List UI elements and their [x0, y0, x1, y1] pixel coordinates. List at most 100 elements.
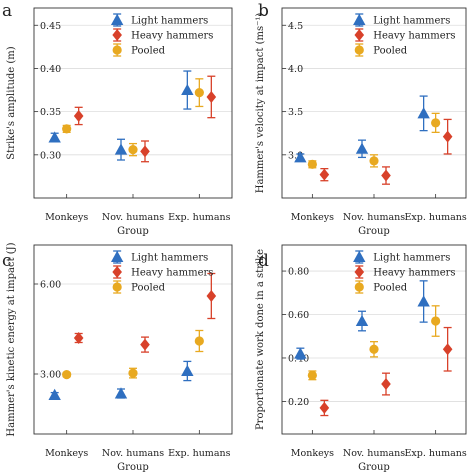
data-point: [369, 156, 379, 166]
y-axis-label: Proportionate work done in a strike: [255, 249, 266, 430]
legend-label: Heavy hammers: [131, 268, 213, 279]
data-point: [194, 88, 204, 98]
x-axis-label: Group: [117, 226, 149, 237]
x-tick-label: Monkeys: [45, 212, 88, 223]
panel-c: 3.00 6.00 Monkeys Nov. humans Exp. humans Gro…: [2, 242, 233, 473]
data-point: [307, 159, 317, 169]
y-tick-label: 4.0: [288, 64, 303, 75]
legend-label: Pooled: [373, 283, 407, 294]
data-point: [442, 343, 453, 356]
series-light: [48, 70, 194, 161]
data-point: [431, 118, 441, 128]
y-tick-label: 0.60: [288, 310, 309, 321]
data-point: [181, 364, 194, 376]
data-point: [48, 388, 61, 400]
x-axis-label: Group: [358, 226, 390, 237]
data-point: [355, 142, 369, 154]
panel-letter: d: [258, 251, 269, 271]
data-point: [355, 314, 369, 326]
x-tick-label: Monkeys: [291, 448, 334, 459]
data-point: [417, 107, 430, 119]
legend-label: Light hammers: [373, 16, 450, 27]
series-pooled: [307, 305, 441, 381]
legend-marker: [354, 282, 364, 292]
legend-marker: [112, 45, 122, 55]
y-tick-label: 6.00: [40, 280, 61, 291]
x-axis-label: Group: [117, 462, 149, 473]
legend-label: Pooled: [373, 46, 407, 57]
legend: Light hammers Heavy hammers Pooled: [110, 250, 213, 294]
panel-letter: b: [258, 1, 269, 21]
data-point: [73, 109, 84, 122]
legend: Light hammers Heavy hammers Pooled: [353, 250, 456, 294]
panel-b: 3.0 3.5 4.0 4.5 Monkeys Nov. humans Exp. human…: [255, 1, 467, 237]
series-light: [294, 280, 430, 360]
data-point: [307, 370, 317, 380]
y-tick-label: 3.5: [288, 107, 303, 118]
series-heavy: [319, 326, 453, 417]
data-point: [62, 370, 72, 380]
legend-marker: [354, 29, 365, 41]
legend-label: Light hammers: [373, 253, 450, 264]
y-tick-label: 0.30: [40, 150, 61, 161]
y-tick-label: 3.0: [288, 150, 303, 161]
y-axis-label: Strike's amplitude (m): [6, 46, 17, 159]
legend-marker: [110, 250, 124, 262]
x-tick-label: Exp. humans: [168, 212, 230, 223]
data-point: [431, 316, 441, 326]
data-point: [140, 338, 150, 351]
data-point: [114, 387, 128, 399]
panel-a: 0.30 0.35 0.40 0.45 Monkeys Nov. humans Exp. h…: [2, 1, 233, 237]
legend-label: Pooled: [131, 283, 165, 294]
data-point: [319, 401, 330, 414]
legend-label: Pooled: [131, 46, 165, 57]
legend: Light hammers Heavy hammers Pooled: [110, 13, 213, 57]
data-point: [140, 145, 150, 158]
data-point: [128, 368, 138, 378]
data-point: [319, 168, 330, 181]
x-axis-label: Group: [358, 462, 390, 473]
legend: Light hammers Heavy hammers Pooled: [353, 13, 456, 57]
x-tick-label: Exp. humans: [404, 212, 466, 223]
data-point: [48, 131, 61, 143]
series-pooled: [62, 78, 204, 157]
data-point: [417, 295, 430, 307]
y-tick-label: 0.80: [288, 267, 309, 278]
x-tick-label: Exp. humans: [168, 448, 230, 459]
series-light: [294, 95, 430, 163]
legend-marker: [354, 45, 364, 55]
y-tick-label: 0.45: [40, 21, 61, 32]
y-tick-label: 0.20: [288, 397, 309, 408]
x-tick-label: Monkeys: [291, 212, 334, 223]
data-point: [73, 332, 84, 344]
series-pooled: [62, 329, 204, 380]
y-axis-label: Hammer's kinetic energy at impact (J): [6, 242, 17, 436]
series-heavy: [319, 118, 453, 185]
y-tick-label: 3.00: [40, 370, 61, 381]
series-pooled: [307, 112, 441, 169]
legend-marker: [354, 266, 365, 278]
series-light: [48, 360, 194, 400]
x-tick-label: Nov. humans: [102, 448, 164, 459]
series-heavy: [73, 75, 217, 163]
data-point: [369, 344, 379, 354]
x-tick-label: Nov. humans: [102, 212, 164, 223]
data-point: [381, 378, 391, 391]
data-point: [114, 143, 128, 155]
x-tick-label: Nov. humans: [343, 212, 405, 223]
data-point: [206, 90, 217, 103]
data-point: [128, 145, 138, 155]
panel-letter: a: [2, 1, 12, 21]
panel-letter: c: [2, 251, 12, 271]
data-point: [381, 169, 391, 182]
data-point: [294, 151, 307, 163]
data-point: [206, 290, 217, 302]
data-point: [194, 336, 204, 346]
y-tick-label: 0.40: [40, 64, 61, 75]
data-point: [62, 124, 72, 134]
legend-marker: [353, 250, 366, 262]
legend-marker: [112, 282, 122, 292]
x-tick-label: Monkeys: [45, 448, 88, 459]
